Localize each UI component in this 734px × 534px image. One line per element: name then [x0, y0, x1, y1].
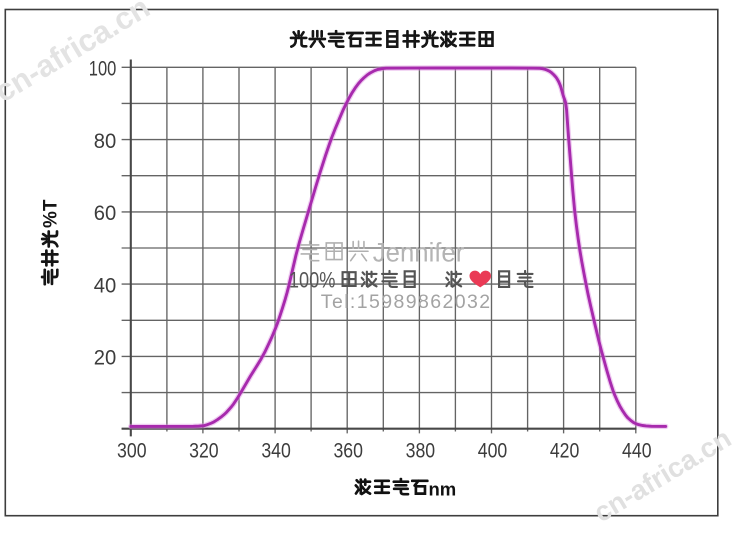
svg-text:360: 360 — [333, 439, 363, 463]
svg-text:400: 400 — [478, 439, 508, 463]
svg-text:440: 440 — [622, 439, 652, 463]
svg-text:320: 320 — [189, 439, 219, 463]
svg-text:80: 80 — [94, 129, 117, 153]
svg-text:20: 20 — [94, 346, 117, 370]
svg-text:60: 60 — [94, 201, 117, 225]
svg-text:Tel:15989862032: Tel:15989862032 — [321, 291, 492, 313]
svg-text:300: 300 — [117, 439, 147, 463]
svg-text:40: 40 — [94, 273, 117, 297]
svg-text:420: 420 — [550, 439, 580, 463]
svg-text:nm: nm — [429, 479, 457, 500]
svg-text:340: 340 — [261, 439, 291, 463]
svg-text:100: 100 — [89, 57, 117, 81]
svg-text:100%: 100% — [289, 267, 336, 292]
svg-text:Jennifer: Jennifer — [373, 237, 465, 267]
svg-text:380: 380 — [406, 439, 436, 463]
svg-text:%T: %T — [41, 199, 62, 228]
